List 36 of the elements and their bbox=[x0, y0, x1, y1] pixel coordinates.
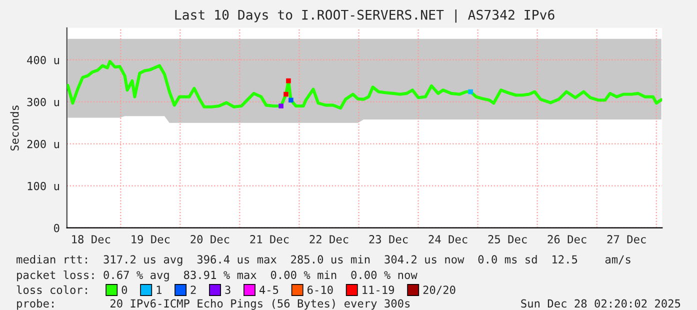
x-tick-label: 20 Dec bbox=[190, 235, 230, 244]
text: Sun Dec 28 02:20:02 2025 bbox=[521, 299, 680, 308]
y-tick-label: 300 u bbox=[27, 98, 59, 106]
x-tick-label: 22 Dec bbox=[310, 235, 348, 244]
y-axis-title: Seconds bbox=[10, 106, 19, 151]
y-tick-label: 200 u bbox=[27, 140, 59, 148]
legend-label: 6-10 bbox=[308, 286, 333, 294]
x-tick-label: 24 Dec bbox=[428, 235, 468, 244]
legend-label: 4-5 bbox=[259, 286, 278, 294]
x-tick-label: 19 Dec bbox=[132, 235, 170, 244]
point bbox=[278, 104, 284, 108]
y-tick-label: 400 u bbox=[27, 56, 59, 64]
text: median rtt: 317.2 us avg 396.4 us max 285.0 us min 304.2 us now 0.0 ms sd 12.5 am/s bbox=[16, 254, 630, 266]
legend-title: loss color: bbox=[16, 285, 87, 294]
legend-label: 2 bbox=[190, 286, 196, 294]
point bbox=[286, 78, 291, 84]
x-tick-label: 26 Dec bbox=[548, 235, 586, 244]
legend-label: 0 bbox=[122, 286, 128, 294]
point bbox=[468, 89, 473, 94]
legend-label: 1 bbox=[156, 286, 162, 294]
text: packet loss: 0.67 % avg 83.91 % max 0.00 % min 0.00 % now bbox=[17, 270, 418, 282]
y-tick-label: 100 u bbox=[28, 182, 59, 190]
x-tick-label: 21 Dec bbox=[250, 235, 289, 244]
text: probe: 20 IPv6-ICMP Echo Pings (56 Bytes) every 300s bbox=[17, 299, 410, 310]
point bbox=[288, 98, 294, 103]
y-tick-label: 0 bbox=[54, 224, 60, 232]
point bbox=[284, 92, 288, 97]
legend-label: 3 bbox=[225, 286, 230, 294]
line-series bbox=[66, 60, 662, 110]
legend-label: 20/20 bbox=[423, 286, 456, 295]
x-tick-label: 23 Dec bbox=[369, 235, 408, 244]
legend-label: 11-19 bbox=[362, 286, 394, 294]
x-tick-label: 18 Dec bbox=[72, 235, 110, 244]
x-tick-label: 27 Dec bbox=[607, 235, 646, 244]
chart-title: Last 10 Days to I.ROOT-SERVERS.NET | AS7342 IPv6 bbox=[175, 9, 554, 23]
x-tick-label: 25 Dec bbox=[488, 235, 527, 244]
